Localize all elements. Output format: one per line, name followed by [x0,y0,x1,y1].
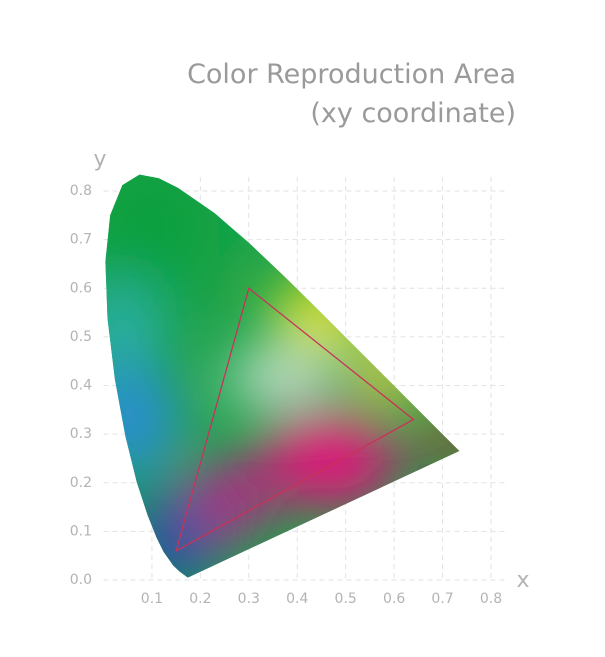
y-tick-label: 0.1 [70,523,92,539]
y-tick-label: 0.5 [70,329,92,345]
x-tick-label: 0.8 [480,591,502,607]
y-tick-label: 0.4 [70,378,92,394]
x-tick-label: 0.4 [286,591,308,607]
y-tick-label: 0.3 [70,426,92,442]
gamut-triangle [175,287,415,553]
x-tick-label: 0.7 [431,591,453,607]
y-tick-label: 0.2 [70,475,92,491]
y-tick-label: 0.0 [70,572,92,588]
x-tick-label: 0.3 [238,591,260,607]
x-tick-label: 0.2 [189,591,211,607]
chart-subtitle: (xy coordinate) [310,98,516,129]
y-tick-label: 0.7 [70,232,92,248]
y-tick-label: 0.6 [70,280,92,296]
chart-title: Color Reproduction Area [187,59,516,90]
x-tick-label: 0.6 [383,591,405,607]
x-tick-label: 0.1 [141,591,163,607]
y-tick-label: 0.8 [70,183,92,199]
y-axis-label: y [93,147,106,172]
x-tick-label: 0.5 [335,591,357,607]
x-axis-label: x [516,568,529,593]
